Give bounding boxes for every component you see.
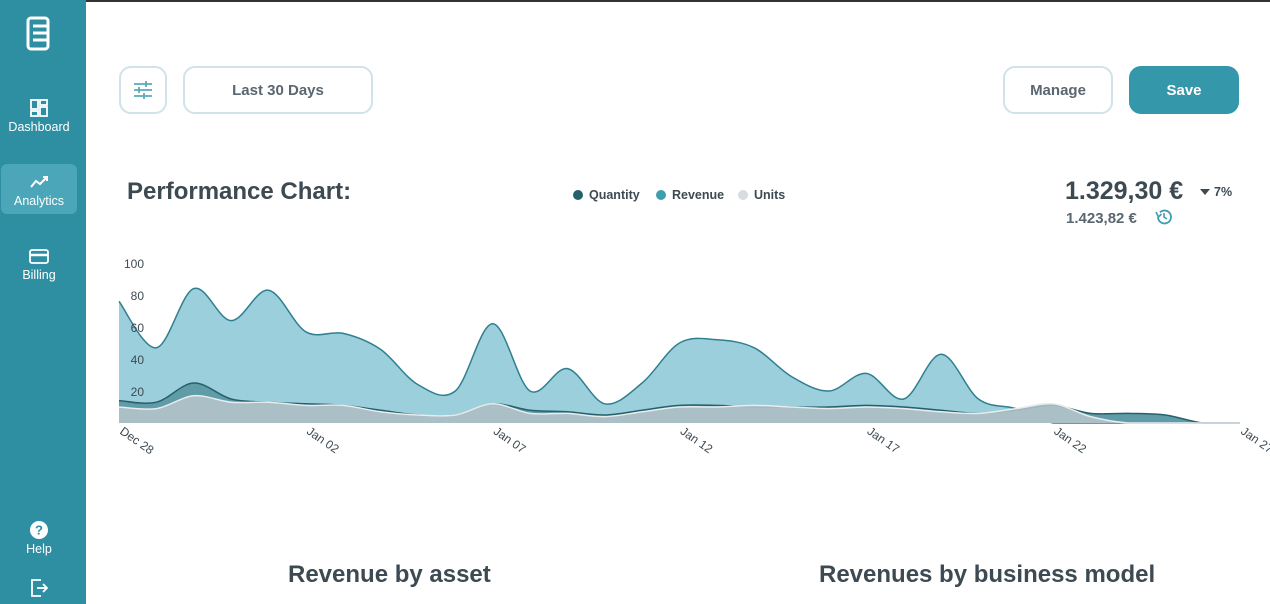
filter-button[interactable]	[119, 66, 167, 114]
legend-swatch	[656, 190, 666, 200]
legend-swatch	[738, 190, 748, 200]
legend-item-quantity[interactable]: Quantity	[573, 188, 640, 202]
legend-label: Revenue	[672, 188, 725, 202]
analytics-icon	[30, 176, 48, 188]
sidebar-item-billing[interactable]: Billing	[1, 238, 77, 288]
x-tick-label: Jan 02	[304, 424, 342, 456]
top-border	[0, 0, 1270, 2]
sidebar-item-label: Billing	[22, 268, 56, 282]
x-tick-label: Jan 07	[491, 424, 529, 456]
legend-item-revenue[interactable]: Revenue	[656, 188, 724, 202]
sidebar: Dashboard Analytics Billing ? Help	[0, 0, 86, 604]
save-button[interactable]: Save	[1129, 66, 1239, 114]
revenue-by-asset-title: Revenue by asset	[288, 561, 491, 588]
sidebar-item-label: Dashboard	[8, 120, 70, 134]
history-icon[interactable]	[1154, 207, 1174, 227]
x-tick-label: Jan 22	[1051, 424, 1089, 456]
legend-item-units[interactable]: Units	[738, 188, 785, 202]
dashboard-icon	[30, 99, 48, 117]
quantity-area	[119, 382, 1240, 423]
units-line	[118, 394, 1240, 424]
revenues-by-business-model-title: Revenues by business model	[819, 561, 1156, 588]
y-tick-label: 40	[131, 353, 145, 367]
y-tick-label: 20	[131, 385, 145, 399]
current-value: 1.329,30 €	[1065, 177, 1184, 205]
change-percent: 7%	[1214, 185, 1233, 199]
manage-button[interactable]: Manage	[1003, 66, 1113, 114]
x-tick-label: Jan 27	[1238, 424, 1270, 456]
x-tick-label: Jan 17	[865, 424, 903, 456]
logo-icon	[26, 16, 50, 51]
y-tick-label: 80	[131, 289, 145, 303]
revenue-area	[119, 288, 1240, 423]
quantity-line	[118, 382, 1240, 424]
y-tick-label: 100	[124, 257, 144, 271]
svg-text:?: ?	[35, 523, 43, 538]
previous-value: 1.423,82 €	[1066, 210, 1137, 227]
sidebar-item-label: Analytics	[13, 194, 65, 208]
legend-label: Units	[754, 188, 786, 202]
help-icon: ?	[30, 521, 48, 539]
sidebar-item-label: Help	[26, 542, 52, 556]
logout-icon[interactable]	[29, 578, 49, 598]
date-range-button[interactable]: Last 30 Days	[183, 66, 373, 114]
units-area	[119, 395, 1240, 423]
sliders-icon	[134, 81, 152, 99]
y-tick-label: 60	[131, 321, 145, 335]
sidebar-item-help[interactable]: ? Help	[1, 512, 77, 562]
revenue-line	[118, 287, 1240, 424]
x-tick-label: Dec 28	[117, 424, 156, 457]
legend-swatch	[573, 190, 583, 200]
change-indicator: 7%	[1200, 185, 1232, 199]
chart-title: Performance Chart:	[127, 178, 352, 205]
legend-label: Quantity	[589, 188, 640, 202]
sidebar-item-dashboard[interactable]: Dashboard	[1, 90, 77, 140]
x-tick-label: Jan 12	[678, 424, 716, 456]
caret-down-icon	[1200, 189, 1210, 195]
billing-icon	[29, 249, 49, 264]
sidebar-item-analytics[interactable]: Analytics	[1, 164, 77, 214]
